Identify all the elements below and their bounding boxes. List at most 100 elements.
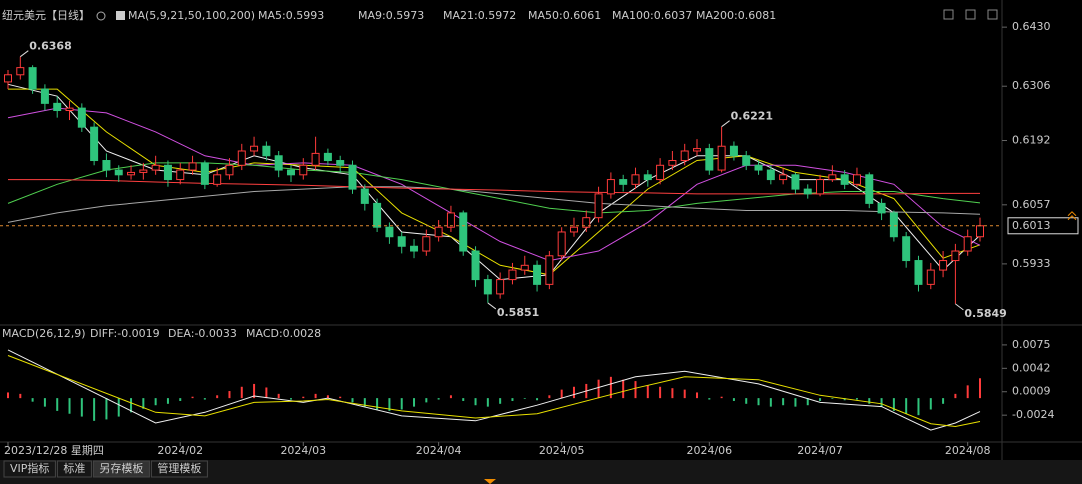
candle-body <box>865 174 874 204</box>
macd-bar <box>351 398 354 403</box>
candle-body <box>779 174 788 181</box>
macd-bar <box>7 392 9 399</box>
macd-bar <box>376 398 379 410</box>
candle-body <box>16 67 25 76</box>
tab[interactable]: 管理模板 <box>157 461 201 475</box>
macd-bar <box>671 388 674 399</box>
macd-line <box>7 349 981 431</box>
candle-body <box>360 188 369 204</box>
candle-body <box>828 174 837 181</box>
y-tick-label: 0.0042 <box>1012 361 1051 374</box>
y-tick-label: -0.0024 <box>1012 408 1054 421</box>
legend-entry: DIFF:-0.0019 <box>90 327 160 340</box>
candle-body <box>902 236 911 262</box>
macd-bar <box>449 395 452 399</box>
candle-body <box>569 226 578 233</box>
candle-body <box>914 260 923 285</box>
macd-bar <box>917 398 920 416</box>
candle-body <box>754 164 763 171</box>
macd-bar <box>683 389 686 399</box>
macd-bar <box>474 398 477 406</box>
candle-body <box>250 145 259 152</box>
candle-body <box>90 126 99 162</box>
extreme-label: 0.6221 <box>731 110 773 123</box>
x-tick-label: 2023/12/28 星期四 <box>4 444 104 457</box>
candle-body <box>594 193 603 219</box>
settings-icon <box>96 11 106 21</box>
candle-body <box>557 231 566 257</box>
y-tick-label: 0.6192 <box>1012 134 1051 147</box>
candle-body <box>446 212 455 228</box>
candle-body <box>729 145 738 157</box>
candle-body <box>200 162 209 185</box>
window-icons <box>943 9 998 20</box>
candle-body <box>520 264 529 271</box>
x-tick-label: 2024/03 <box>280 444 326 457</box>
tab-frame <box>150 460 208 478</box>
x-tick-label: 2024/02 <box>157 444 203 457</box>
y-tick-label: 0.6306 <box>1012 79 1051 92</box>
candle-body <box>434 226 443 238</box>
macd-bar <box>203 398 206 400</box>
candle-body <box>717 145 726 171</box>
last-price-box <box>1007 217 1079 235</box>
extreme-label: 0.5851 <box>497 306 539 319</box>
macd-bar <box>486 398 489 407</box>
tab[interactable]: 标准 <box>63 461 85 475</box>
candle-body <box>213 174 222 185</box>
macd-bar <box>413 398 416 407</box>
macd-bar <box>105 398 108 420</box>
candle-body <box>127 171 136 176</box>
macd-bar <box>462 398 465 401</box>
candle-body <box>262 145 271 157</box>
candle-body <box>373 202 382 228</box>
tab-frame <box>92 460 150 478</box>
macd-bar <box>523 398 526 399</box>
candle-body <box>877 202 886 214</box>
macd-bar <box>609 376 612 399</box>
candle-body <box>323 152 332 162</box>
candle-body <box>508 269 517 281</box>
macd-bar <box>536 398 539 401</box>
macd-bar <box>314 393 317 399</box>
candle-body <box>385 226 394 238</box>
x-tick-label: 2024/08 <box>945 444 991 457</box>
extreme-label: 0.5849 <box>964 307 1006 320</box>
candle-body <box>65 107 74 112</box>
legend-entry: DEA:-0.0033 <box>168 327 237 340</box>
candle-body <box>496 279 505 295</box>
y-tick-label: 0.6430 <box>1012 20 1051 33</box>
macd-title: MACD(26,12,9) <box>2 327 86 340</box>
tab-frame <box>3 460 56 478</box>
candle-body <box>459 212 468 252</box>
macd-bar <box>954 393 957 399</box>
macd-bar <box>708 398 711 400</box>
last-price-label: 0.6013 <box>1012 219 1051 232</box>
macd-bar <box>43 398 46 407</box>
candle-body <box>791 174 800 190</box>
tab[interactable]: VIP指标 <box>10 461 49 475</box>
macd-bar <box>572 386 575 399</box>
candle-body <box>348 164 357 190</box>
candle-body <box>582 217 591 228</box>
macd-bar <box>646 385 649 399</box>
tab[interactable]: 另存模板 <box>99 461 143 475</box>
ma-line <box>7 107 981 262</box>
candle-body <box>680 150 689 162</box>
macd-bar <box>732 398 735 401</box>
candle-body <box>889 212 898 238</box>
candle-body <box>656 164 665 181</box>
macd-bar <box>745 398 748 404</box>
extreme-pointer <box>487 302 497 310</box>
macd-bar <box>240 386 243 399</box>
candle-body <box>336 160 345 166</box>
candle-body <box>939 260 948 271</box>
legend-entry: MA50:0.6061 <box>528 9 601 22</box>
macd-bar <box>56 398 59 411</box>
candle-body <box>742 155 751 166</box>
macd-bar <box>265 387 268 399</box>
candle-body <box>53 102 62 112</box>
y-tick-label: 0.5933 <box>1012 257 1051 270</box>
candle-body <box>951 250 960 262</box>
macd-bar <box>19 393 22 399</box>
